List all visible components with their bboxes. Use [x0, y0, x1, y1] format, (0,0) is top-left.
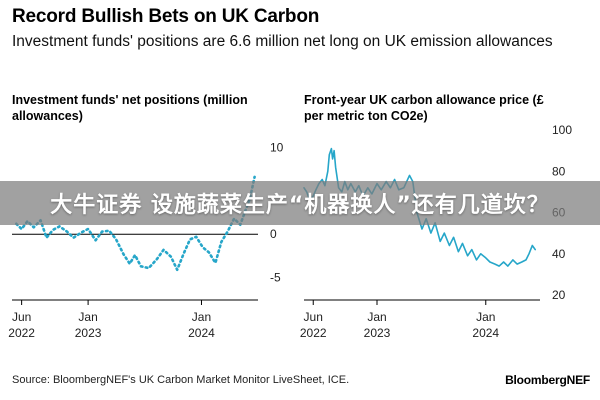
brand-logo: BloombergNEF	[505, 373, 590, 387]
x-tick-label-year: 2024	[472, 326, 499, 340]
y-tick-label: 0	[270, 227, 277, 241]
x-tick-label-year: 2022	[8, 326, 35, 340]
left-panel-title: Investment funds' net positions (million…	[12, 93, 248, 123]
y-tick-label: 20	[552, 288, 566, 302]
overlay-banner: 大牛证券 设施蔬菜生产“机器换人”还有几道坎？	[0, 181, 600, 225]
x-tick-label-month: Jun	[304, 310, 323, 324]
y-tick-label: -5	[270, 271, 281, 285]
y-tick-label: 10	[270, 140, 284, 154]
x-tick-label-year: 2022	[300, 326, 327, 340]
y-tick-label: 80	[552, 164, 566, 178]
x-tick-label-month: Jan	[78, 310, 97, 324]
right-panel-title: Front-year UK carbon allowance price (£ …	[304, 93, 544, 123]
x-tick-label-year: 2023	[75, 326, 102, 340]
source-note: Source: BloombergNEF's UK Carbon Market …	[12, 374, 350, 386]
overlay-banner-text: 大牛证券 设施蔬菜生产“机器换人”还有几道坎？	[50, 193, 550, 218]
y-tick-label: 100	[552, 123, 572, 137]
x-tick-label-month: Jan	[367, 310, 386, 324]
y-tick-label: 40	[552, 247, 566, 261]
chart-title: Record Bullish Bets on UK Carbon	[12, 6, 320, 27]
x-tick-label-year: 2024	[188, 326, 215, 340]
left-panel-plot: 10 0 -5 Jun 2022 Jan 2023 Jan 2024	[8, 140, 283, 340]
series-line	[15, 175, 256, 272]
x-tick-label-month: Jun	[12, 310, 31, 324]
right-panel-plot: 10080604020Jun2022Jan2023Jan2024	[300, 123, 572, 340]
x-tick-label-year: 2023	[364, 326, 391, 340]
chart-subtitle: Investment funds' positions are 6.6 mill…	[12, 33, 553, 50]
x-tick-label-month: Jan	[192, 310, 211, 324]
x-tick-label-month: Jan	[476, 310, 495, 324]
